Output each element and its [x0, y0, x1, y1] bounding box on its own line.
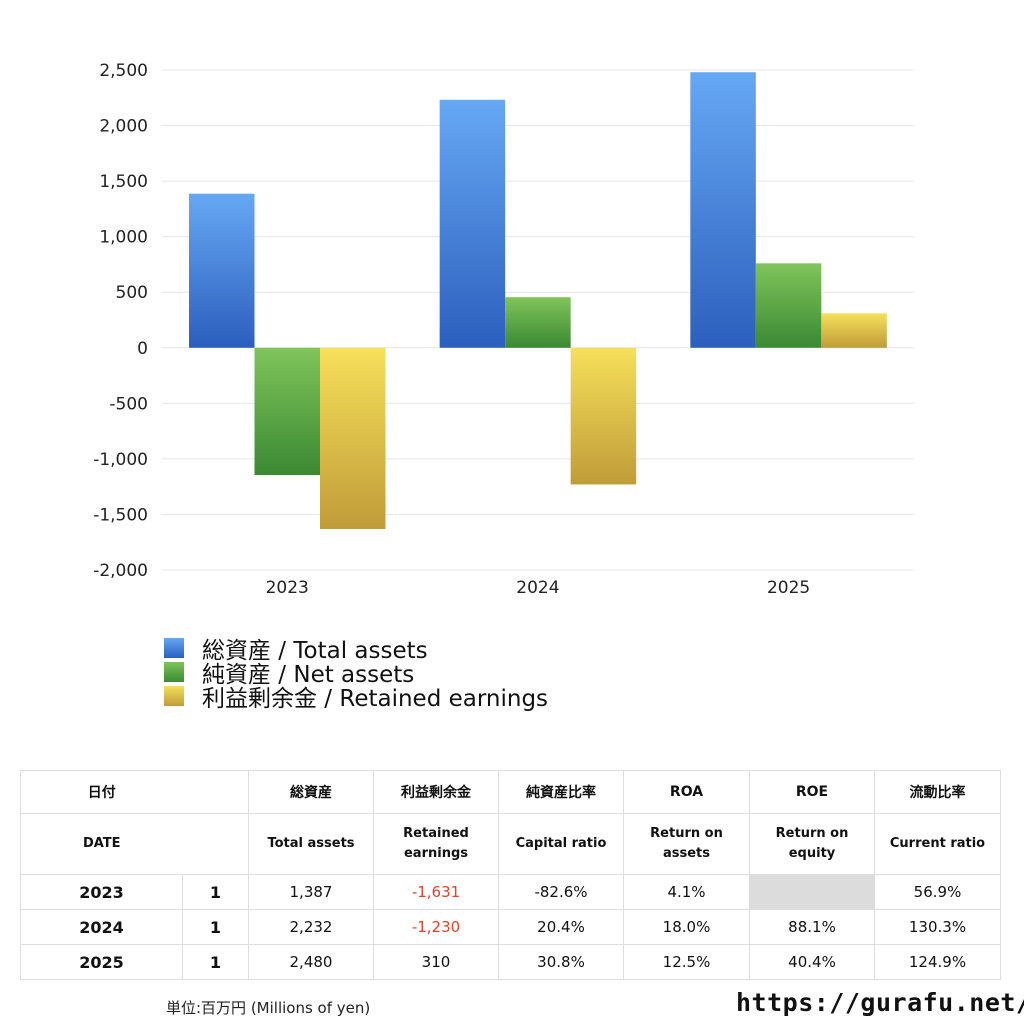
row-roe: 40.4%	[749, 944, 875, 980]
y-tick-label: -2,000	[93, 561, 148, 581]
header-current-ratio-en: Current ratio	[874, 813, 1001, 875]
y-tick-label: 1,000	[99, 228, 148, 248]
row-count: 1	[182, 874, 249, 910]
header-roe-jp: ROE	[749, 770, 875, 814]
y-tick-label: -1,500	[93, 505, 148, 525]
unit-note: 単位:百万円 (Millions of yen)	[166, 999, 371, 1017]
header-total-assets-en: Total assets	[248, 813, 374, 875]
legend-swatch-net-assets	[164, 662, 184, 682]
y-tick-label: 1,500	[99, 172, 148, 192]
header-current-ratio-jp: 流動比率	[874, 770, 1001, 814]
row-count: 1	[182, 909, 249, 945]
header-date-en: DATE	[20, 813, 183, 875]
legend-label-net-assets: 純資産 / Net assets	[202, 662, 415, 688]
table-row: 2024 1 2,232 -1,230 20.4% 18.0% 88.1% 13…	[20, 909, 1001, 945]
row-current-ratio: 56.9%	[874, 874, 1001, 910]
legend-swatch-total-assets	[164, 638, 184, 658]
row-capital-ratio: -82.6%	[498, 874, 624, 910]
site-url: https://gurafu.net/	[736, 988, 1024, 1017]
row-year: 2025	[20, 944, 183, 980]
table-header-en: DATE Total assets Retained earnings Capi…	[20, 813, 1001, 875]
header-count-jp	[182, 770, 249, 814]
header-roe-en: Return on equity	[749, 813, 875, 875]
header-retained-jp: 利益剰余金	[373, 770, 499, 814]
bar-2025-series-3	[821, 313, 887, 348]
table-row: 2025 1 2,480 310 30.8% 12.5% 40.4% 124.9…	[20, 944, 1001, 980]
row-total-assets: 2,232	[248, 909, 374, 945]
header-roa-en: Return on assets	[623, 813, 750, 875]
y-tick-label: -500	[109, 394, 148, 414]
y-tick-label: 2,500	[99, 61, 148, 81]
row-retained: -1,631	[373, 874, 499, 910]
x-tick-label: 2023	[266, 578, 309, 598]
row-total-assets: 2,480	[248, 944, 374, 980]
row-count: 1	[182, 944, 249, 980]
legend-label-retained-earnings: 利益剰余金 / Retained earnings	[202, 686, 549, 712]
chart-legend: 総資産 / Total assets 純資産 / Net assets 利益剰余…	[164, 636, 548, 712]
row-retained: 310	[373, 944, 499, 980]
row-year: 2023	[20, 874, 183, 910]
row-roa: 18.0%	[623, 909, 750, 945]
row-year: 2024	[20, 909, 183, 945]
legend-item-retained-earnings: 利益剰余金 / Retained earnings	[164, 684, 548, 712]
legend-item-net-assets: 純資産 / Net assets	[164, 660, 548, 688]
bar-2024-series-3	[570, 347, 637, 485]
header-capital-ratio-en: Capital ratio	[498, 813, 624, 875]
bar-2024-series-2	[505, 297, 571, 348]
y-tick-label: 2,000	[99, 117, 148, 137]
legend-label-total-assets: 総資産 / Total assets	[202, 638, 428, 664]
row-current-ratio: 130.3%	[874, 909, 1001, 945]
x-tick-label: 2024	[516, 578, 559, 598]
row-roa: 4.1%	[623, 874, 750, 910]
header-roa-jp: ROA	[623, 770, 750, 814]
table-header-jp: 日付 総資産 利益剰余金 純資産比率 ROA ROE 流動比率	[20, 770, 1001, 814]
header-capital-ratio-jp: 純資産比率	[498, 770, 624, 814]
header-retained-en: Retained earnings	[373, 813, 499, 875]
x-tick-label: 2025	[767, 578, 810, 598]
row-roa: 12.5%	[623, 944, 750, 980]
legend-swatch-retained-earnings	[164, 686, 184, 706]
y-tick-label: 500	[116, 283, 148, 303]
header-date-jp: 日付	[20, 770, 183, 814]
bar-chart: 2,500 2,000 1,500 1,000 500 0 -500 -1,000 -1,500…	[93, 61, 914, 598]
bar-2025-series-1	[690, 72, 756, 348]
legend-item-total-assets: 総資産 / Total assets	[164, 636, 548, 664]
table-row: 2023 1 1,387 -1,631 -82.6% 4.1% 56.9%	[20, 874, 1001, 910]
y-tick-label: -1,000	[93, 450, 148, 470]
bar-2023-series-2	[254, 347, 320, 475]
row-roe: 88.1%	[749, 909, 875, 945]
row-roe	[749, 874, 875, 910]
row-retained: -1,230	[373, 909, 499, 945]
header-count-en	[182, 813, 249, 875]
row-total-assets: 1,387	[248, 874, 374, 910]
y-tick-label: 0	[137, 339, 148, 359]
financial-metrics-table: 日付 総資産 利益剰余金 純資産比率 ROA ROE 流動比率 DATE Tot…	[20, 770, 1001, 980]
bar-2024-series-1	[439, 99, 506, 348]
row-capital-ratio: 20.4%	[498, 909, 624, 945]
bar-2025-series-2	[755, 263, 822, 348]
bar-2023-series-3	[320, 347, 386, 529]
row-current-ratio: 124.9%	[874, 944, 1001, 980]
header-total-assets-jp: 総資産	[248, 770, 374, 814]
bar-2023-series-1	[189, 193, 255, 348]
row-capital-ratio: 30.8%	[498, 944, 624, 980]
